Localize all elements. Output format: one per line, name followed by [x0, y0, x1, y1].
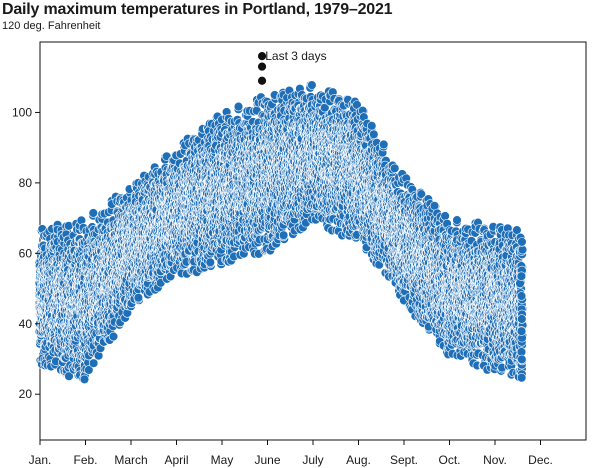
chart-title: Daily maximum temperatures in Portland, …: [2, 1, 393, 18]
data-point: [205, 257, 216, 267]
data-point: [79, 374, 90, 384]
chart-subtitle: 120 deg. Fahrenheit: [2, 20, 101, 32]
data-point: [88, 208, 99, 218]
data-point: [108, 331, 119, 342]
data-points: [34, 80, 528, 384]
data-point: [88, 358, 99, 368]
data-point: [133, 293, 144, 303]
